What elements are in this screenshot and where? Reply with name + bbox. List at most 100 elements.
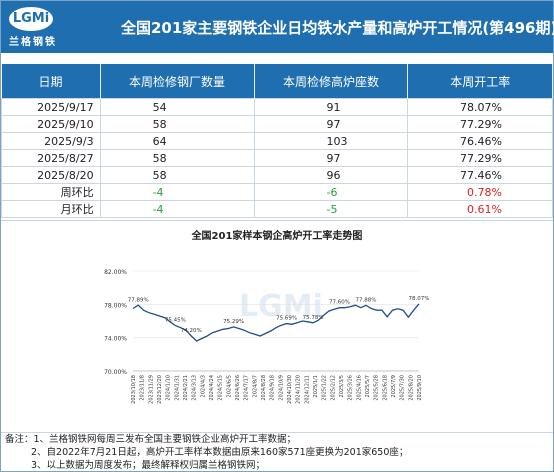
table-cell: 2025/8/27 (1, 149, 101, 167)
y-tick-label: 70.00% (104, 369, 127, 376)
data-label: 74.20% (181, 328, 202, 334)
table-cell: 2025/9/3 (1, 132, 101, 150)
x-tick-label: 2025/4/16 (356, 375, 362, 401)
x-tick-label: 2023/11/29 (148, 375, 154, 404)
table-row: 2025/8/20 58 96 77.46% (1, 166, 553, 184)
y-tick-label: 74.00% (104, 336, 127, 343)
x-tick-label: 2024/1/31 (174, 375, 180, 401)
x-tick-label: 2025/5/7 (365, 375, 371, 397)
data-label: 75.45% (165, 318, 186, 324)
table-cell: 2025/9/10 (1, 115, 101, 133)
x-tick-label: 2025/9/10 (417, 375, 423, 401)
brand-logo: LGMi 兰格钢铁 (9, 7, 77, 49)
logo-text: 兰格钢铁 (9, 37, 57, 48)
table-cell: 97 (253, 115, 409, 133)
x-tick-label: 2025/3/26 (348, 375, 354, 401)
x-tick-label: 2024/2/21 (183, 375, 189, 401)
table-row: 2025/9/17 54 91 78.07% (1, 98, 553, 116)
column-header: 本周开工率 (407, 64, 553, 99)
x-tick-label: 2024/3/13 (192, 375, 198, 401)
month-compare-row: 月环比 -4 -5 0.61% (1, 200, 553, 218)
y-tick-label: 82.00% (104, 269, 127, 276)
x-tick-label: 2025/1/22 (322, 375, 328, 401)
table-cell: 2025/8/20 (1, 166, 101, 184)
x-tick-label: 2025/1/1 (313, 375, 319, 397)
x-tick-label: 2024/10/9 (278, 375, 284, 401)
data-label: 77.60% (329, 300, 350, 306)
x-tick-label: 2023/12/20 (157, 375, 163, 404)
x-tick-label: 2025/6/18 (382, 375, 388, 401)
column-header: 日期 (1, 64, 101, 99)
data-label: 75.69% (276, 316, 297, 322)
footnotes: 备注：1、兰格钢铁网每周三发布全国主要钢铁企业高炉开工率数据； 2、自2022年… (1, 432, 553, 472)
table-cell: 64 (99, 132, 255, 150)
table-cell: 0.61% (407, 200, 553, 218)
x-tick-label: 2024/1/10 (166, 375, 172, 401)
footnote: 2、自2022年7月21日起，高炉开工率样本数据由原来160家571座更换为20… (31, 447, 409, 458)
chart-title: 全国201家样本钢企高炉开工率走势图 (191, 231, 363, 242)
data-label: 77.89% (128, 297, 149, 303)
data-label: 77.88% (356, 297, 377, 303)
x-tick-label: 2025/7/30 (400, 375, 406, 401)
y-tick-label: 78.00% (104, 302, 127, 309)
data-label: 75.29% (223, 319, 244, 325)
table-cell: 97 (253, 149, 409, 167)
table-row: 2025/9/10 58 97 77.29% (1, 115, 553, 133)
column-header: 本周检修高炉座数 (254, 64, 409, 99)
footnote: 3、以上数据为周度发布；最终解释权归属兰格钢铁网； (31, 460, 266, 471)
line-chart: LGMi 70.00% 74.00% 78.00% 82.00% 2023/10/18… (104, 269, 430, 404)
table-header-row: 日期 本周检修钢厂数量 本周检修高炉座数 本周开工率 (1, 64, 553, 99)
table-cell: 58 (99, 149, 255, 167)
table-row: 2025/8/27 58 97 77.29% (1, 149, 553, 167)
x-tick-label: 2025/7/9 (391, 375, 397, 397)
table-cell: 77.46% (407, 166, 553, 184)
x-tick-label: 2024/5/15 (218, 375, 224, 401)
week-compare-row: 周环比 -4 -6 0.78% (1, 183, 553, 201)
chart-panel: 全国201家样本钢企高炉开工率走势图 LGMi 70.00% 74.00% 78.0… (1, 220, 553, 433)
x-tick-label: 2024/11/20 (296, 375, 302, 404)
x-tick-label: 2024/8/28 (261, 375, 267, 401)
x-tick-label: 2023/10/18 (131, 375, 137, 404)
table-cell: 0.78% (407, 183, 553, 201)
series-line (132, 303, 420, 342)
table-row: 2025/9/3 64 103 76.46% (1, 132, 553, 150)
table-cell: 周环比 (1, 183, 101, 201)
table-cell: 77.29% (407, 115, 553, 133)
table-cell: 77.29% (407, 149, 553, 167)
table-cell: 58 (99, 115, 255, 133)
table-cell: -4 (99, 200, 255, 218)
x-tick-label: 2024/10/30 (287, 375, 293, 404)
table-cell: 58 (99, 166, 255, 184)
x-tick-label: 2025/2/12 (330, 375, 336, 401)
table-cell: 103 (253, 132, 409, 150)
table-cell: 76.46% (407, 132, 553, 150)
table-cell: -4 (99, 183, 255, 201)
table-cell: 91 (253, 98, 409, 116)
logo-mark: LGMi (9, 7, 53, 31)
x-tick-label: 2023/11/8 (140, 375, 146, 401)
column-header: 本周检修钢厂数量 (100, 64, 255, 99)
x-tick-label: 2024/9/18 (270, 375, 276, 401)
data-label: 78.07% (409, 296, 430, 302)
x-tick-label: 2025/8/20 (408, 375, 414, 401)
table-cell: 96 (253, 166, 409, 184)
x-tick-label: 2024/6/26 (235, 375, 241, 401)
data-label: 75.78% (303, 315, 324, 321)
page-title: 全国201家主要钢铁企业日均铁水产量和高炉开工情况(第496期) (121, 19, 554, 37)
header-banner: LGMi 兰格钢铁 全国201家主要钢铁企业日均铁水产量和高炉开工情况(第496… (1, 1, 554, 53)
watermark-logo: LGMi (239, 289, 323, 324)
table-cell: 78.07% (407, 98, 553, 116)
statistics-table: 日期 本周检修钢厂数量 本周检修高炉座数 本周开工率 2025/9/17 54 … (1, 64, 553, 218)
table-cell: -6 (253, 183, 409, 201)
x-tick-label: 2025/3/5 (339, 375, 345, 397)
table-cell: 月环比 (1, 200, 101, 218)
footnote: 备注：1、兰格钢铁网每周三发布全国主要钢铁企业高炉开工率数据； (5, 434, 297, 445)
x-tick-label: 2024/7/17 (244, 375, 250, 401)
x-tick-label: 2024/8/7 (252, 375, 258, 397)
x-tick-label: 2024/4/3 (200, 375, 206, 397)
table-cell: 54 (99, 98, 255, 116)
x-tick-label: 2025/5/28 (374, 375, 380, 401)
x-tick-label: 2024/12/11 (304, 375, 310, 404)
table-cell: 2025/9/17 (1, 98, 101, 116)
